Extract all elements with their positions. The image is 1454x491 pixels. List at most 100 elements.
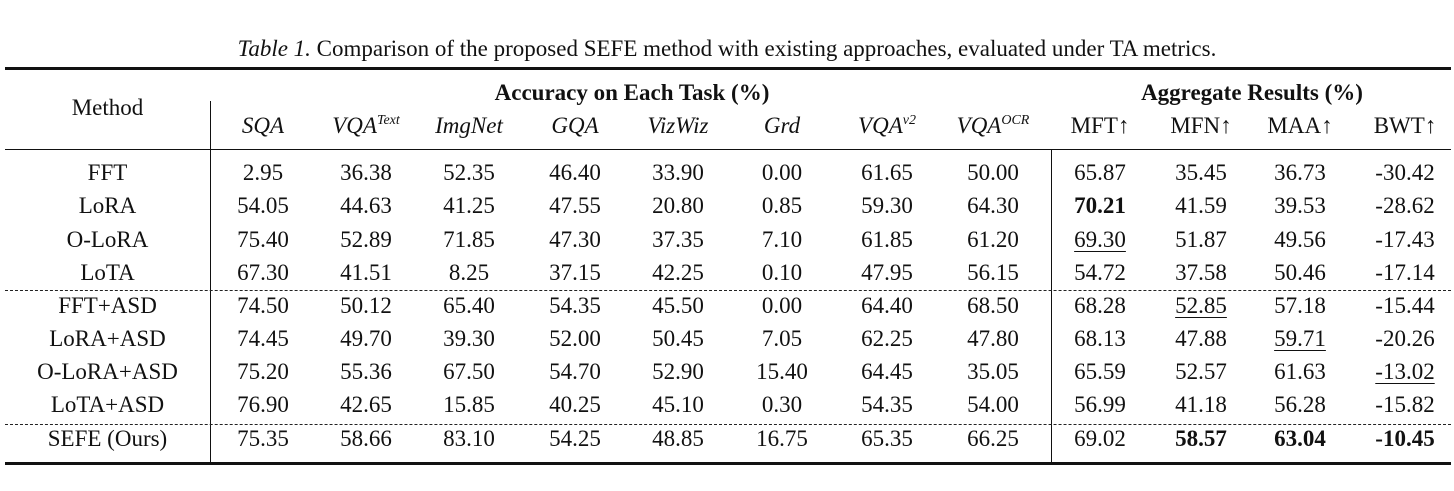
value-text: 68.50 xyxy=(967,293,1019,318)
value-cell: 40.25 xyxy=(525,390,625,420)
value-text: 49.70 xyxy=(340,326,392,351)
column-header-label: VQA xyxy=(858,113,903,138)
value-cell: 50.45 xyxy=(628,324,728,354)
method-column-divider xyxy=(210,101,212,462)
column-header-superscript: Text xyxy=(376,113,400,128)
column-header: BWT↑ xyxy=(1355,111,1454,141)
value-text: 52.57 xyxy=(1175,359,1227,384)
caption-text: Comparison of the proposed SEFE method w… xyxy=(316,36,1217,61)
value-cell: 46.40 xyxy=(525,158,625,188)
value-text: 50.00 xyxy=(967,160,1019,185)
value-text: 39.53 xyxy=(1274,193,1326,218)
value-text: 35.45 xyxy=(1175,160,1227,185)
value-cell: 45.10 xyxy=(628,390,728,420)
method-cell: LoTA+ASD xyxy=(50,392,165,417)
value-text: 57.18 xyxy=(1274,293,1326,318)
value-cell: 39.30 xyxy=(419,324,519,354)
value-cell: 52.00 xyxy=(525,324,625,354)
column-header-superscript: OCR xyxy=(1001,113,1030,128)
value-cell: -28.62 xyxy=(1355,191,1454,221)
column-header: ImgNet xyxy=(419,111,519,141)
value-text: 69.30 xyxy=(1074,227,1126,252)
value-cell: 0.30 xyxy=(732,390,832,420)
value-cell: 56.15 xyxy=(943,258,1043,288)
value-text: 52.35 xyxy=(443,160,495,185)
value-text: 41.59 xyxy=(1175,193,1227,218)
table-caption: Table 1. Comparison of the proposed SEFE… xyxy=(0,34,1454,64)
value-text: -28.62 xyxy=(1375,193,1435,218)
value-cell: 59.71 xyxy=(1250,324,1350,354)
value-cell: 68.28 xyxy=(1050,291,1150,321)
value-cell: 57.18 xyxy=(1250,291,1350,321)
table-bottom-rule xyxy=(5,462,1451,465)
value-text: 47.30 xyxy=(549,227,601,252)
value-cell: 68.13 xyxy=(1050,324,1150,354)
method-cell: SEFE (Ours) xyxy=(47,426,168,451)
value-cell: 75.40 xyxy=(213,225,313,255)
value-text: 68.13 xyxy=(1074,326,1126,351)
value-cell: 47.80 xyxy=(943,324,1043,354)
value-cell: 61.85 xyxy=(837,225,937,255)
value-cell: 54.70 xyxy=(525,357,625,387)
column-header-label: SQA xyxy=(241,113,285,138)
value-text: 64.45 xyxy=(861,359,913,384)
value-text: 36.38 xyxy=(340,160,392,185)
value-text: 46.40 xyxy=(549,160,601,185)
value-text: 35.05 xyxy=(967,359,1019,384)
value-cell: 44.63 xyxy=(316,191,416,221)
value-text: 0.85 xyxy=(761,193,803,218)
value-cell: 47.88 xyxy=(1151,324,1251,354)
column-header: VQAOCR xyxy=(943,111,1043,141)
method-cell: FFT xyxy=(87,160,128,185)
value-cell: 35.45 xyxy=(1151,158,1251,188)
value-cell: 58.66 xyxy=(316,424,416,454)
value-cell: 52.35 xyxy=(419,158,519,188)
value-text: 7.10 xyxy=(761,227,803,252)
value-cell: 74.50 xyxy=(213,291,313,321)
header-method: Method xyxy=(71,95,144,120)
value-text: 37.58 xyxy=(1175,260,1227,285)
value-text: 76.90 xyxy=(237,392,289,417)
value-text: 65.87 xyxy=(1074,160,1126,185)
value-text: 62.25 xyxy=(861,326,913,351)
value-cell: 64.45 xyxy=(837,357,937,387)
value-cell: 61.20 xyxy=(943,225,1043,255)
value-text: 54.72 xyxy=(1074,260,1126,285)
value-cell: 37.35 xyxy=(628,225,728,255)
column-header-superscript: v2 xyxy=(902,113,916,128)
value-text: 67.30 xyxy=(237,260,289,285)
value-cell: -10.45 xyxy=(1355,424,1454,454)
column-header-label: MFT↑ xyxy=(1070,113,1130,138)
value-text: 61.65 xyxy=(861,160,913,185)
value-text: 49.56 xyxy=(1274,227,1326,252)
value-text: 0.00 xyxy=(761,293,803,318)
value-text: 48.85 xyxy=(652,426,704,451)
aggregate-column-divider xyxy=(1051,149,1053,462)
column-header: MFN↑ xyxy=(1151,111,1251,141)
value-cell: 0.00 xyxy=(732,158,832,188)
value-text: 7.05 xyxy=(761,326,803,351)
header-group-aggregate: Aggregate Results (%) xyxy=(1141,80,1363,105)
value-cell: -15.44 xyxy=(1355,291,1454,321)
value-text: 65.40 xyxy=(443,293,495,318)
value-cell: 37.58 xyxy=(1151,258,1251,288)
value-text: 75.35 xyxy=(237,426,289,451)
column-header: MAA↑ xyxy=(1250,111,1350,141)
value-text: 52.85 xyxy=(1175,293,1227,318)
value-cell: 76.90 xyxy=(213,390,313,420)
value-cell: 41.18 xyxy=(1151,390,1251,420)
column-header-label: GQA xyxy=(551,113,599,138)
value-cell: 49.70 xyxy=(316,324,416,354)
value-cell: 50.00 xyxy=(943,158,1043,188)
value-text: -20.26 xyxy=(1375,326,1435,351)
value-text: 50.45 xyxy=(652,326,704,351)
value-text: 58.57 xyxy=(1175,426,1227,451)
value-text: 36.73 xyxy=(1274,160,1326,185)
value-cell: 47.55 xyxy=(525,191,625,221)
value-cell: 52.57 xyxy=(1151,357,1251,387)
value-cell: 67.50 xyxy=(419,357,519,387)
value-text: 65.35 xyxy=(861,426,913,451)
value-cell: 75.35 xyxy=(213,424,313,454)
value-cell: -15.82 xyxy=(1355,390,1454,420)
value-text: 56.28 xyxy=(1274,392,1326,417)
